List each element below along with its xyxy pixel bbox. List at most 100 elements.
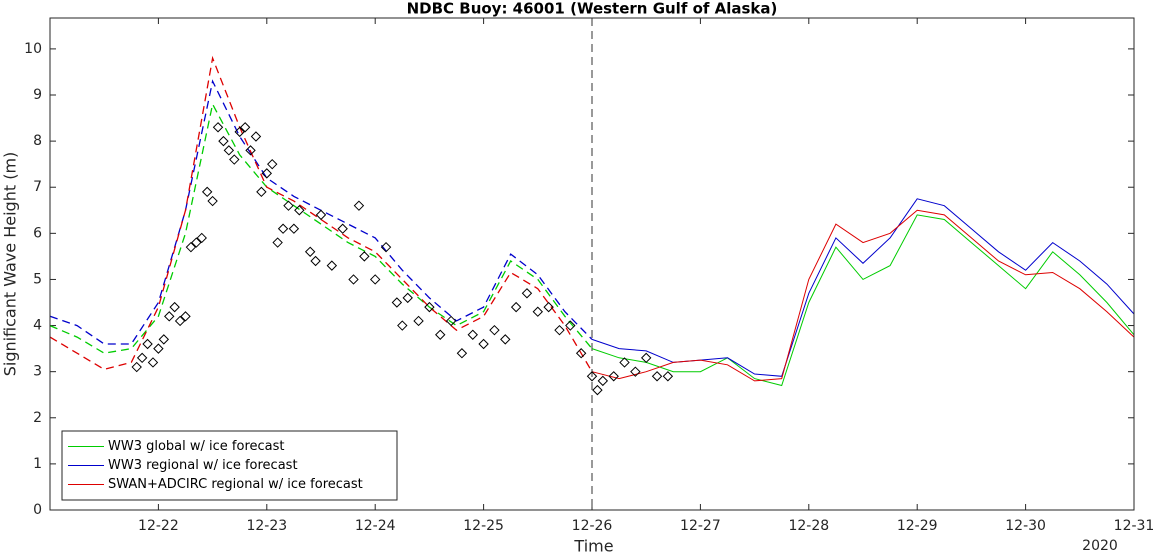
observation-marker [597, 375, 609, 387]
observation-marker [245, 145, 256, 156]
observation-marker [250, 131, 262, 142]
observation-marker [158, 334, 170, 345]
x-tick-label: 12-30 [1005, 518, 1046, 534]
x-axis-label: Time [573, 537, 613, 555]
observation-marker [391, 297, 403, 308]
observation-marker [223, 145, 235, 156]
y-axis-label: Significant Wave Height (m) [1, 152, 20, 377]
observation-marker [380, 241, 392, 253]
observation-marker [229, 154, 240, 165]
legend-box [61, 430, 398, 501]
observation-marker [456, 348, 468, 359]
x-tick-label: 12-26 [572, 518, 613, 534]
observation-marker [201, 186, 213, 198]
observation-marker [510, 301, 522, 313]
y-tick-label: 7 [33, 179, 42, 195]
observation-marker [218, 135, 229, 147]
observation-marker [164, 311, 175, 322]
observation-marker [310, 255, 321, 267]
observation-marker [402, 292, 413, 304]
observation-marker [369, 274, 381, 285]
series-line [591, 214, 1135, 387]
observation-marker [592, 384, 603, 396]
observation-marker [196, 232, 207, 244]
observation-marker [174, 315, 186, 327]
legend-label: SWAN+ADCIRC regional w/ ice forecast [108, 477, 363, 492]
y-tick-label: 0 [33, 502, 42, 518]
observation-marker [467, 329, 478, 340]
observation-marker [239, 122, 251, 133]
observation-marker [640, 352, 652, 364]
observation-marker [131, 361, 142, 373]
observation-marker [294, 205, 305, 216]
observation-marker [277, 223, 289, 234]
y-tick-label: 3 [33, 364, 42, 380]
observation-marker [413, 315, 424, 327]
series-line [49, 102, 593, 354]
observation-marker [521, 288, 533, 299]
observation-marker [435, 329, 446, 340]
observation-marker [608, 371, 619, 382]
chart-title: NDBC Buoy: 46001 (Western Gulf of Alaska… [407, 0, 778, 18]
observation-marker [500, 334, 511, 345]
observation-marker [283, 200, 294, 211]
x-year-label: 2020 [1082, 538, 1118, 554]
observation-marker [169, 301, 180, 313]
observation-marker [153, 343, 164, 354]
observation-marker [575, 348, 587, 359]
observation-marker [586, 371, 598, 382]
observation-marker [315, 209, 327, 221]
x-tick-label: 12-22 [138, 518, 179, 534]
x-tick-label: 12-23 [246, 518, 287, 534]
x-tick-label: 12-25 [463, 518, 504, 534]
observation-marker [543, 301, 554, 313]
x-tick-label: 12-29 [897, 518, 938, 534]
observation-marker [662, 371, 674, 382]
series-line [591, 209, 1135, 382]
y-tick-label: 10 [24, 41, 42, 57]
observation-marker [185, 241, 197, 253]
observation-marker [207, 195, 218, 207]
observation-marker [397, 320, 408, 331]
observation-marker [651, 371, 663, 382]
observation-marker [147, 357, 159, 368]
observation-marker [136, 352, 148, 364]
observation-marker [288, 223, 300, 234]
observation-marker [234, 126, 245, 138]
observation-marker [478, 338, 489, 350]
observation-marker [619, 357, 630, 368]
observation-marker [256, 186, 267, 198]
observation-marker [272, 237, 283, 248]
observation-marker [353, 200, 365, 211]
observation-marker [348, 274, 359, 285]
observation-marker [212, 122, 224, 133]
y-tick-label: 5 [33, 271, 42, 287]
observation-marker [191, 237, 202, 248]
observation-marker [261, 168, 273, 179]
observation-marker [304, 246, 316, 257]
observation-marker [630, 366, 641, 377]
x-tick-label: 12-27 [680, 518, 721, 534]
y-tick-label: 6 [33, 225, 42, 241]
observation-marker [532, 306, 544, 317]
observation-marker [565, 320, 576, 331]
x-tick-label: 12-24 [355, 518, 396, 534]
y-tick-label: 1 [33, 456, 42, 472]
y-tick-label: 2 [33, 410, 42, 426]
observation-marker [337, 223, 348, 234]
x-tick-label: 12-31 [1114, 518, 1155, 534]
axes-box [49, 17, 1135, 511]
observation-marker [489, 324, 500, 336]
legend-label: WW3 global w/ ice forecast [108, 439, 285, 454]
observation-marker [142, 338, 153, 350]
observation-marker [326, 260, 338, 271]
legend-label: WW3 regional w/ ice forecast [108, 458, 298, 473]
observation-marker [445, 315, 457, 327]
observation-marker [424, 301, 435, 313]
observation-marker [180, 311, 191, 322]
y-tick-label: 8 [33, 133, 42, 149]
observation-marker [359, 251, 370, 262]
observation-marker [267, 158, 278, 170]
observation-marker [554, 324, 565, 336]
